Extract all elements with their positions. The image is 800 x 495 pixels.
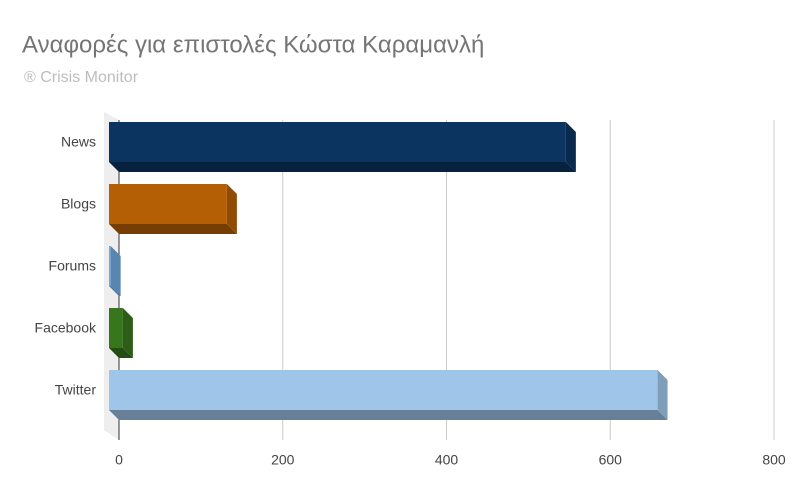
bar-bottom — [109, 286, 121, 296]
y-tick-label: News — [61, 134, 96, 150]
chart-title: Αναφορές για επιστολές Κώστα Καραμανλή — [22, 31, 484, 58]
bar-bottom — [109, 224, 237, 234]
bar-side — [226, 184, 237, 234]
bar-side — [110, 246, 121, 296]
bar — [109, 184, 227, 224]
bar — [109, 370, 658, 410]
y-tick-label: Twitter — [55, 382, 97, 398]
x-tick-label: 200 — [271, 452, 295, 468]
x-tick-label: 600 — [599, 452, 623, 468]
chart-subtitle: ® Crisis Monitor — [24, 69, 139, 86]
x-tick-label: 400 — [435, 452, 459, 468]
y-tick-label: Facebook — [35, 320, 97, 336]
bar-side — [657, 370, 668, 420]
x-tick-label: 800 — [762, 452, 786, 468]
bar — [109, 246, 111, 286]
bar-side — [122, 308, 133, 358]
bar-bottom — [109, 410, 668, 420]
bar — [109, 122, 566, 162]
bar-bottom — [109, 348, 133, 358]
y-tick-label: Blogs — [61, 196, 96, 212]
y-tick-label: Forums — [49, 258, 96, 274]
bar — [109, 308, 123, 348]
bar-side — [565, 122, 576, 172]
x-tick-label: 0 — [115, 452, 123, 468]
bar-bottom — [109, 162, 576, 172]
